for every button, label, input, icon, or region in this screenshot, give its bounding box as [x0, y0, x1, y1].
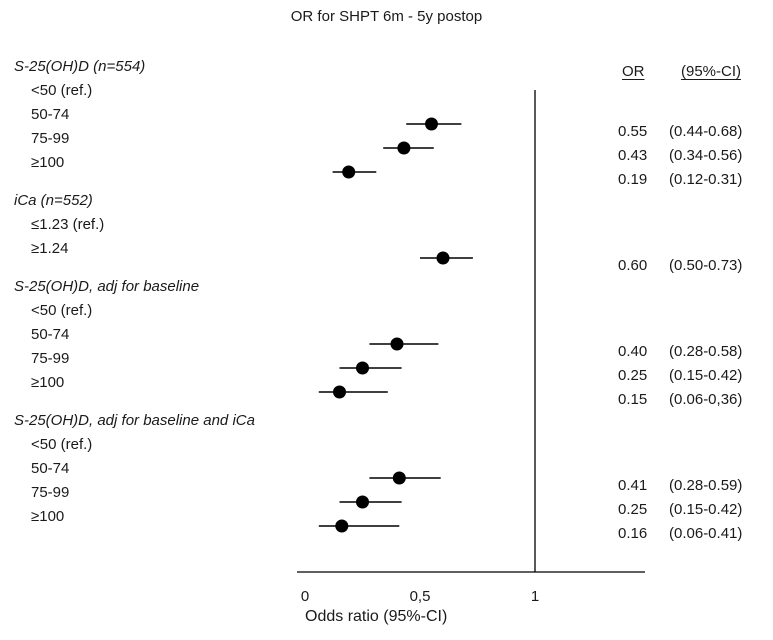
group-label: S-25(OH)D, adj for baseline and iCa: [14, 412, 255, 429]
or-column-header: OR: [622, 63, 645, 80]
or-point: [335, 519, 349, 533]
ci-value: (0.06-0.41): [669, 525, 743, 542]
row-label: 50-74: [31, 460, 70, 477]
group-label: S-25(OH)D, adj for baseline: [14, 278, 200, 295]
row-label: ≥100: [31, 374, 65, 391]
ci-value: (0.28-0.58): [669, 343, 743, 360]
ci-value: (0.44-0.68): [669, 123, 743, 140]
or-point: [342, 165, 356, 179]
row-label: 50-74: [31, 326, 70, 343]
row-label: <50 (ref.): [31, 302, 93, 319]
ci-value: (0.15-0.42): [669, 367, 743, 384]
ci-value: (0.15-0.42): [669, 501, 743, 518]
or-value: 0.16: [618, 525, 648, 542]
ci-value: (0.12-0.31): [669, 171, 743, 188]
row-label: <50 (ref.): [31, 82, 93, 99]
group-label: S-25(OH)D (n=554): [14, 58, 146, 75]
row-label: 75-99: [31, 484, 70, 501]
group-label: iCa (n=552): [14, 192, 93, 209]
ci-value: (0.28-0.59): [669, 477, 743, 494]
row-label: 50-74: [31, 106, 70, 123]
or-point: [425, 117, 438, 131]
row-label: ≥100: [31, 508, 65, 525]
or-value: 0.55: [618, 123, 648, 140]
or-point: [333, 385, 346, 399]
row-label: 75-99: [31, 130, 70, 147]
ci-value: (0.34-0.56): [669, 147, 743, 164]
ci-column-header: (95%-CI): [681, 63, 742, 80]
or-point: [397, 141, 411, 155]
row-label: <50 (ref.): [31, 436, 93, 453]
or-value: 0.40: [618, 343, 648, 360]
row-label: 75-99: [31, 350, 70, 367]
or-value: 0.15: [618, 391, 648, 408]
x-tick-label: 0: [300, 588, 310, 605]
row-label: ≥100: [31, 154, 65, 171]
or-point: [390, 337, 404, 351]
ci-value: (0.50-0.73): [669, 257, 743, 274]
or-point: [392, 471, 406, 485]
or-value: 0.43: [618, 147, 648, 164]
row-label: ≥1.24: [31, 240, 69, 257]
or-value: 0.19: [618, 171, 648, 188]
x-tick-label: 0,5: [409, 588, 431, 605]
or-value: 0.60: [618, 257, 648, 274]
or-point: [436, 251, 450, 265]
row-label: ≤1.23 (ref.): [31, 216, 105, 233]
chart-title: OR for SHPT 6m - 5y postop: [290, 8, 483, 25]
or-point: [356, 361, 369, 375]
x-tick-label: 1: [530, 588, 540, 605]
or-value: 0.25: [618, 501, 648, 518]
x-axis-label: Odds ratio (95%-CI): [305, 608, 448, 625]
or-value: 0.41: [618, 477, 648, 494]
or-point: [356, 495, 369, 509]
ci-value: (0.06-0,36): [669, 391, 743, 408]
or-value: 0.25: [618, 367, 648, 384]
